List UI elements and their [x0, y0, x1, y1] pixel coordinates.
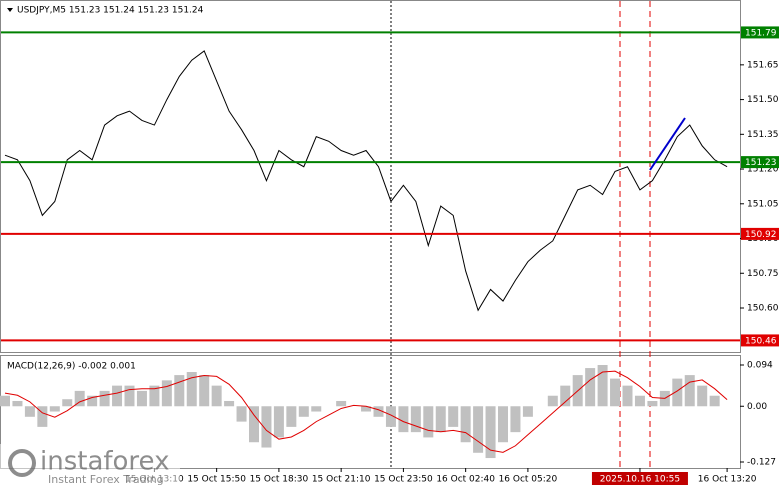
macd-bar — [224, 400, 235, 407]
macd-bar — [460, 406, 471, 443]
macd-bar — [485, 406, 496, 459]
macd-bar — [112, 385, 123, 407]
signal-line — [4, 370, 728, 453]
watermark-logo — [8, 449, 36, 477]
y-tick-label: 0.00 — [747, 402, 767, 412]
macd-bar — [0, 395, 10, 407]
macd-bar — [448, 406, 459, 427]
price-panel — [0, 0, 741, 353]
x-tick-label: 15 Oct 21:10 — [312, 475, 371, 485]
macd-bar — [672, 378, 683, 407]
macd-bar — [49, 406, 60, 412]
macd-bar — [385, 406, 396, 427]
macd-bar — [161, 380, 172, 407]
macd-bar — [37, 406, 48, 427]
macd-bar — [585, 368, 596, 407]
watermark: instaforex Instant Forex Trading — [0, 444, 180, 489]
level-label: 151.23 — [745, 158, 777, 168]
macd-bar — [560, 385, 571, 407]
x-tick-label: 15 Oct 23:50 — [374, 475, 433, 485]
macd-bar — [87, 395, 98, 407]
macd-bar — [186, 372, 197, 407]
macd-bar — [249, 406, 259, 443]
macd-bar — [149, 385, 160, 407]
macd-bar — [124, 385, 135, 407]
macd-bar — [99, 390, 110, 407]
y-tick-label: 151.05 — [747, 199, 779, 209]
macd-bar — [597, 365, 608, 407]
y-tick-label: 151.50 — [747, 95, 779, 105]
macd-bar — [510, 406, 521, 433]
chart-title: USDJPY,M5 151.23 151.24 151.23 151.24 — [17, 6, 204, 16]
macd-bar — [522, 406, 533, 417]
macd-bar — [684, 375, 695, 407]
macd-bar — [286, 406, 297, 427]
macd-bar — [12, 400, 23, 407]
macd-bar — [24, 406, 35, 417]
macd-bar — [610, 378, 621, 407]
macd-bar — [697, 385, 708, 407]
marks: 151.65151.50151.35151.20151.05150.90150.… — [0, 26, 779, 485]
watermark-tagline: Instant Forex Trading — [48, 473, 164, 486]
macd-bar — [199, 375, 210, 407]
x-tick-label: 2025.10.16 10:55 — [600, 475, 680, 485]
macd-bar — [373, 406, 384, 417]
macd-bar — [311, 406, 322, 412]
macd-bar — [435, 406, 446, 433]
x-tick-label: 16 Oct 13:20 — [698, 475, 757, 485]
macd-bar — [410, 406, 421, 433]
y-tick-label: 150.60 — [747, 304, 779, 314]
macd-bar — [261, 406, 272, 448]
y-tick-label: 150.75 — [747, 269, 779, 279]
trend-line — [649, 117, 686, 171]
macd-bar — [547, 395, 558, 407]
macd-bar — [236, 406, 247, 422]
y-tick-label: 0.094 — [747, 361, 773, 371]
y-tick-label: 151.20 — [747, 165, 779, 175]
macd-bar — [622, 385, 633, 407]
macd-bar — [74, 390, 85, 407]
level-label: 150.46 — [745, 336, 777, 346]
level-tag — [741, 227, 779, 240]
macd-title: MACD(12,26,9) -0.002 0.001 — [7, 362, 136, 372]
level-label: 151.79 — [745, 28, 777, 38]
macd-bar — [398, 406, 409, 433]
level-tag — [741, 156, 779, 169]
x-tick-label: 15 Oct 18:30 — [250, 475, 309, 485]
macd-bar — [62, 399, 73, 407]
watermark-bg — [0, 444, 180, 489]
level-tag — [741, 334, 779, 347]
y-tick-label: 151.35 — [747, 130, 779, 140]
macd-bar — [423, 406, 434, 438]
menu-arrow[interactable] — [7, 8, 13, 12]
x-tick-label: 16 Oct 05:20 — [499, 475, 558, 485]
macd-bar — [361, 406, 372, 412]
macd-bar — [211, 385, 222, 407]
level-tag — [741, 26, 779, 39]
level-label: 150.92 — [745, 230, 777, 240]
price-line — [4, 50, 728, 312]
macd-bar — [647, 400, 658, 407]
macd-bar — [174, 375, 185, 407]
macd-bar — [336, 400, 347, 407]
watermark-brand: instaforex — [40, 447, 169, 477]
macd-bar — [473, 406, 484, 453]
macd-bar — [136, 390, 147, 407]
y-tick-label: 151.65 — [747, 60, 779, 70]
y-tick-label: -0.127 — [747, 458, 776, 468]
macd-bar — [634, 395, 645, 407]
x-tick-label: 16 Oct 02:40 — [436, 475, 495, 485]
macd-bar — [709, 395, 720, 407]
x-tick-label: 15 Oct 15:50 — [187, 475, 246, 485]
macd-bar — [273, 406, 284, 438]
macd-bar — [498, 406, 508, 443]
macd-bar — [298, 406, 309, 417]
crosshair-time-bg — [591, 472, 688, 485]
